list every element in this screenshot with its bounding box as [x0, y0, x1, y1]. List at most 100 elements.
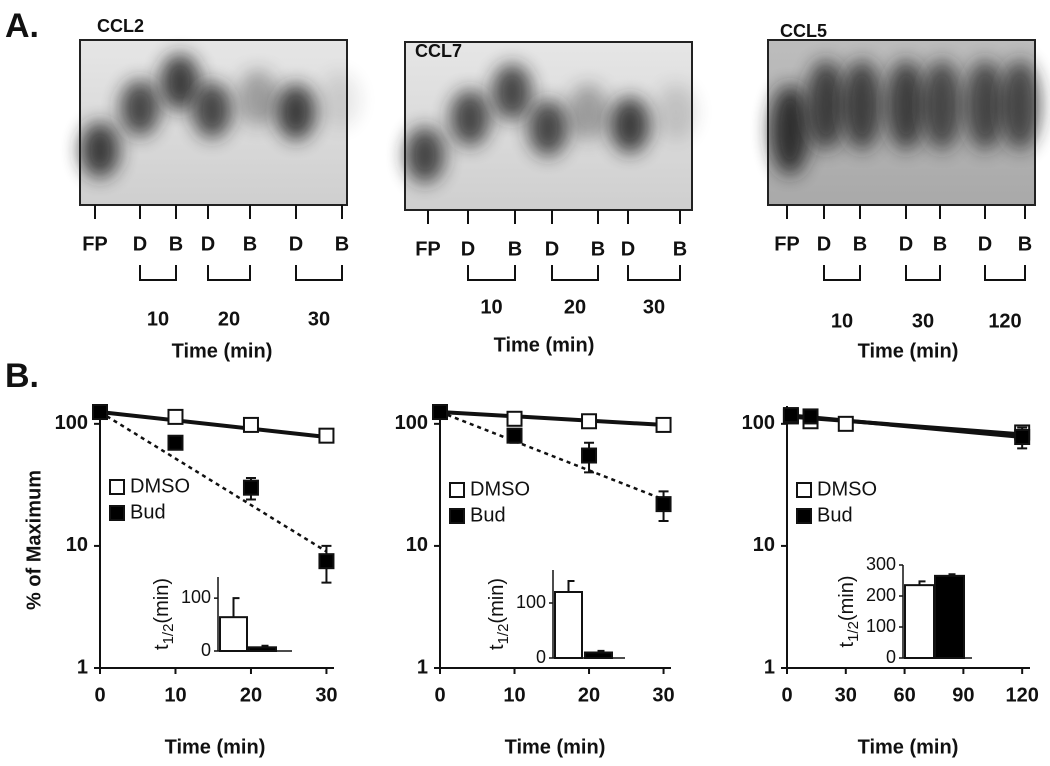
- lane-label: B: [1018, 233, 1032, 255]
- lane-label: B: [243, 233, 257, 255]
- legend-marker: [796, 508, 812, 524]
- bracket: [207, 265, 251, 281]
- lane-label: D: [621, 238, 635, 260]
- time-label: 30: [308, 308, 330, 330]
- legend-marker: [796, 482, 812, 498]
- x-tick-label: 30: [315, 684, 337, 706]
- lane-label: D: [133, 233, 147, 255]
- gel-band: [450, 90, 490, 146]
- gel-band: [806, 60, 846, 150]
- data-point: [837, 415, 854, 432]
- y-tick-label: 100: [742, 412, 775, 434]
- gel-band: [276, 84, 316, 140]
- lane-label: B: [169, 233, 183, 255]
- x-axis-label: Time (min): [858, 736, 959, 758]
- inset-y-tick-label: 300: [866, 554, 896, 574]
- lane-label: FP: [415, 238, 441, 260]
- x-axis-label: Time (min): [505, 736, 606, 758]
- inset-y-label: t1/2(min): [151, 578, 177, 650]
- inset-bar: [584, 651, 613, 659]
- x-tick-label: 0: [781, 684, 792, 706]
- legend-marker: [109, 505, 125, 521]
- data-point: [802, 408, 819, 425]
- inset-y-label-main: t: [486, 644, 508, 650]
- time-label: 10: [147, 308, 169, 330]
- gel-xlabel: Time (min): [172, 340, 273, 362]
- gel-title: CCL2: [97, 16, 144, 36]
- y-tick-label: 1: [764, 656, 775, 678]
- inset-y-tick-label: 0: [886, 647, 896, 667]
- inset-y-tick-label: 100: [181, 587, 211, 607]
- gel-band: [405, 127, 445, 183]
- lane-label: D: [899, 233, 913, 255]
- legend-label: Bud: [130, 501, 166, 523]
- fit-line: [786, 413, 1023, 440]
- inset-error-bar: [232, 597, 240, 618]
- lane-label: D: [978, 233, 992, 255]
- data-point: [167, 408, 184, 425]
- gel-band: [610, 97, 650, 153]
- time-label: 30: [912, 310, 934, 332]
- lane-label: D: [817, 233, 831, 255]
- time-label: 20: [564, 296, 586, 318]
- gel-title: CCL7: [415, 41, 462, 61]
- gel-band: [160, 54, 200, 110]
- inset-y-tick-label: 0: [201, 640, 211, 660]
- legend-marker: [449, 482, 465, 498]
- legend-label: DMSO: [817, 478, 877, 500]
- inset-bar: [248, 646, 277, 652]
- lane-label: D: [201, 233, 215, 255]
- inset-y-tick-label: 100: [866, 616, 896, 636]
- data-point: [581, 413, 598, 430]
- gel-band: [192, 82, 232, 138]
- gel-band: [922, 60, 962, 150]
- inset-y-tick-label: 0: [536, 647, 546, 667]
- data-point: [318, 427, 335, 444]
- inset-y-label: t1/2(min): [486, 578, 512, 650]
- legend-marker: [109, 479, 125, 495]
- inset-y-label-sub: 1/2: [495, 624, 512, 645]
- x-tick-label: 20: [240, 684, 262, 706]
- data-point: [506, 410, 523, 427]
- lane-label: B: [508, 238, 522, 260]
- data-point: [782, 407, 799, 424]
- x-tick-label: 10: [164, 684, 186, 706]
- panel-label: B.: [5, 357, 39, 395]
- gel-xlabel: Time (min): [494, 334, 595, 356]
- lane-label: B: [335, 233, 349, 255]
- gel-band: [842, 60, 882, 150]
- x-tick-label: 0: [434, 684, 445, 706]
- inset-y-label-unit: (min): [151, 578, 173, 624]
- inset-y-tick-label: 200: [866, 585, 896, 605]
- legend-label: Bud: [817, 504, 853, 526]
- x-tick-label: 20: [578, 684, 600, 706]
- gel-frame: [404, 41, 693, 211]
- inset-y-tick-label: 100: [516, 592, 546, 612]
- y-tick-label: 100: [395, 412, 428, 434]
- gel-frame: [767, 39, 1036, 206]
- bracket: [627, 265, 681, 281]
- fit-line: [99, 410, 327, 439]
- inset-bar: [904, 584, 935, 660]
- lane-label: D: [461, 238, 475, 260]
- data-point: [92, 404, 108, 421]
- gel-frame: [79, 39, 348, 206]
- inset-bar: [934, 574, 965, 659]
- x-tick-label: 120: [1005, 684, 1038, 706]
- x-axis-label: Time (min): [165, 736, 266, 758]
- bracket: [551, 265, 599, 281]
- inset-y-label-sub: 1/2: [845, 621, 862, 642]
- gel-band: [320, 72, 360, 128]
- time-label: 10: [831, 310, 853, 332]
- inset-error-bar: [918, 580, 926, 586]
- lane-label: B: [933, 233, 947, 255]
- inset-bar: [554, 591, 583, 659]
- data-point: [506, 427, 523, 444]
- gel-band: [965, 60, 1005, 150]
- gel-xlabel: Time (min): [858, 340, 959, 362]
- x-tick-label: 10: [503, 684, 525, 706]
- time-label: 120: [988, 310, 1021, 332]
- gel-band: [656, 84, 696, 140]
- lane-label: B: [853, 233, 867, 255]
- bracket: [139, 265, 177, 281]
